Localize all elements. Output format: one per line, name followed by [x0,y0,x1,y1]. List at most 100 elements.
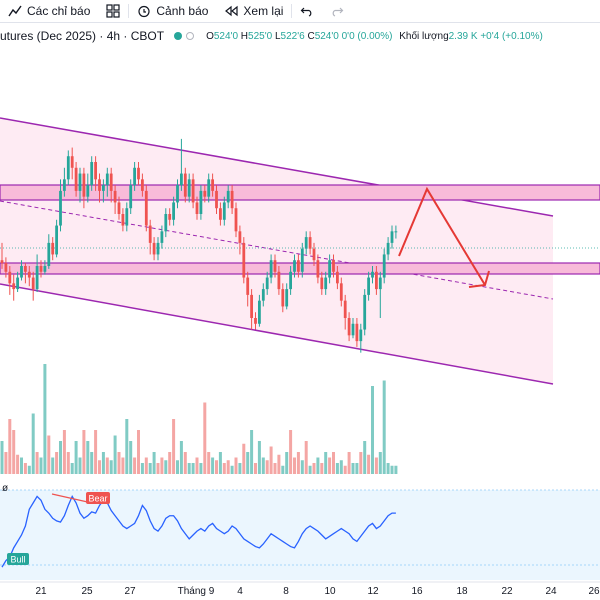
volume-bar [179,441,183,474]
volume-bar [51,457,55,474]
candle-body [148,225,152,243]
candle-body [367,277,370,295]
undo-button[interactable] [292,0,322,22]
candle-body [375,271,378,290]
candle-body [363,294,367,330]
candle-body [258,300,261,324]
candle-body [43,266,47,272]
candle-body [125,208,129,226]
candle-body [105,173,109,186]
volume-bar [105,457,109,474]
candle-body [117,202,121,214]
high-label: H [240,30,249,42]
candle-body [59,190,62,226]
candle-body [355,323,359,342]
candle-body [394,231,398,233]
volume-bar [218,452,222,474]
ohlc-readout: O524'0 H525'0 L522'6 C524'0 0'0 (0.00%) … [206,31,543,42]
channel-fill [0,118,553,384]
indicators-icon [8,5,22,17]
volume-bar [378,452,382,474]
candle-body [24,266,27,272]
candle-body [160,231,164,243]
candle-body [31,277,35,290]
volume-bar [59,441,62,474]
bear-label: Bear [88,494,107,504]
volume-bar [101,452,105,474]
volume-bar [207,452,211,474]
x-tick-label: 10 [324,586,336,597]
candle-body [109,173,113,191]
volume-bar [43,364,47,474]
candle-body [265,277,269,290]
candle-body [168,214,172,220]
volume-bar [113,435,117,474]
market-status-dot [174,32,183,40]
candle-body [94,162,97,180]
candle-body [20,266,23,278]
candle-body [226,190,230,203]
candle-body [199,190,203,214]
volume-bar [355,463,359,474]
layout-button[interactable] [98,0,128,22]
bear-label-badge [86,492,110,504]
volume-bar [172,419,176,474]
alerts-button[interactable]: Cảnh báo [129,0,216,22]
volume-bar [386,463,390,474]
volume-label: Khối lượng [399,30,449,42]
volume-bar [31,413,35,474]
candle-body [121,214,125,226]
candle-body [336,271,339,284]
high-value: 525'0 [248,30,273,42]
candle-body [172,202,175,220]
volume-bar [215,460,218,474]
volume-bar [324,452,328,474]
candle-body [254,318,257,324]
candle-body [102,185,105,191]
indicators-button[interactable]: Các chỉ báo [0,0,98,22]
volume-bar [12,430,16,474]
volume-bar [164,460,168,474]
candle-body [304,237,308,249]
volume-bar [281,465,285,474]
volume-bar [351,463,355,474]
candle-body [187,179,191,197]
alerts-label: Cảnh báo [156,4,209,18]
candle-body [312,248,316,261]
volume-bar [152,452,156,474]
resistance-zone [0,184,600,201]
volume-bar [230,465,234,474]
candle-body [156,242,160,255]
candle-body [86,185,90,197]
volume-value: 2.39 K [448,30,478,42]
candle-body [51,242,55,255]
volume-bar [98,460,101,474]
candle-body [339,283,343,301]
redo-button[interactable] [322,0,352,22]
volume-bar [55,452,59,474]
candle-body [222,202,226,220]
channel-mid-line [0,200,554,300]
chart-background-layer [0,117,600,385]
volume-bar [300,460,304,474]
candle-body [378,277,382,290]
x-axis: 21 25 27 Tháng 9 4 8 10 12 16 18 22 24 26 [0,581,600,597]
candle-body [382,254,386,278]
oscillator-line [1,495,396,568]
volume-bar [296,452,300,474]
volume-bar [168,452,172,474]
candle-body [70,156,74,168]
volume-bar [90,452,94,474]
projection-arrowhead [468,270,490,288]
volume-bar [125,419,129,474]
candle-body [141,179,144,191]
volume-bar [27,465,31,474]
replay-button[interactable]: Xem lại [216,0,291,22]
x-tick-label: 21 [35,586,47,597]
x-tick-label: 26 [588,586,600,597]
replay-label: Xem lại [243,4,284,18]
symbol-title[interactable]: utures (Dec 2025) · 4h · CBOT [0,29,165,43]
x-tick-label: 22 [501,586,513,597]
volume-bar [257,441,261,474]
